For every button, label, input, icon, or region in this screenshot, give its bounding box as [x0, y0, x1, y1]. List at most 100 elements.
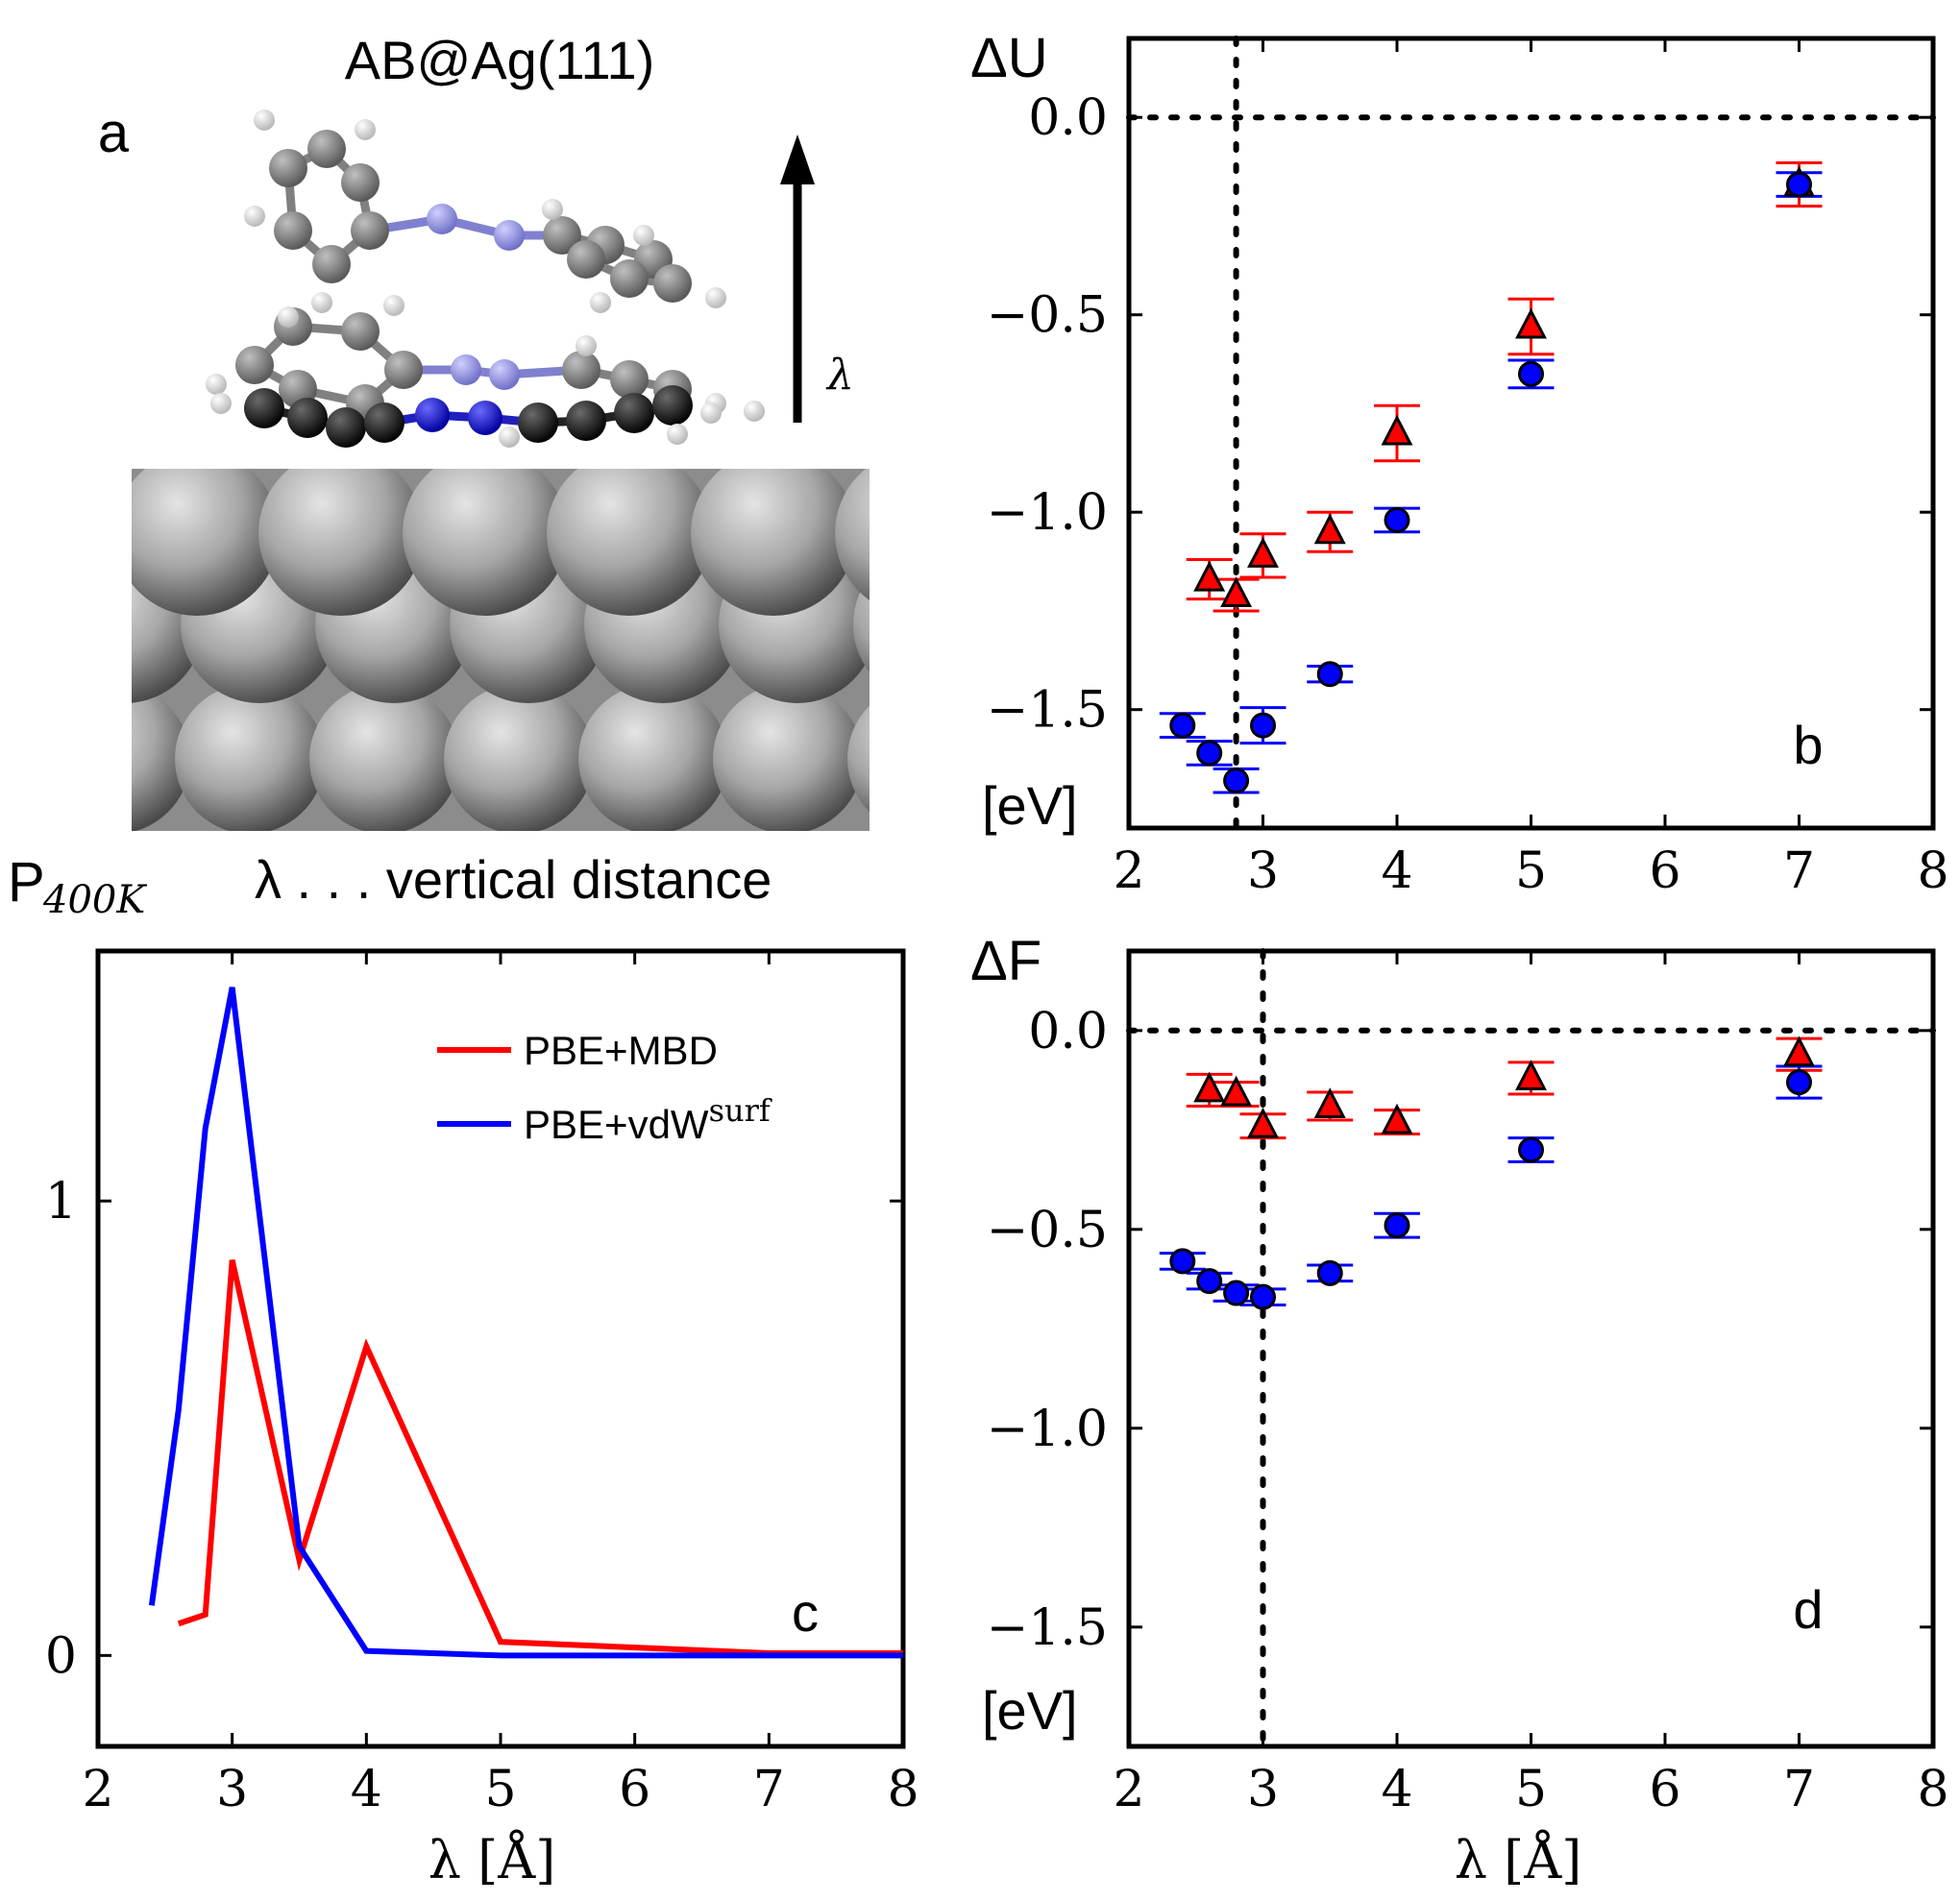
data-point-vdw [1169, 712, 1196, 739]
x-tick-label: 2 [1113, 842, 1144, 900]
x-tick-label: 2 [1113, 1761, 1144, 1818]
x-tick-label: 3 [1247, 842, 1279, 900]
lower-molecule-atom [210, 393, 232, 414]
data-point-mbd [1247, 1107, 1279, 1138]
data-point-vdw [1518, 1136, 1544, 1163]
upper-molecule-atom [307, 130, 346, 168]
silver-atom-row1 [403, 469, 568, 616]
y-tick-label: −1.5 [987, 1599, 1108, 1657]
x-tick-label: 7 [753, 1761, 785, 1818]
x-tick-label: 5 [1515, 842, 1547, 900]
upper-molecule-atom [427, 204, 457, 234]
legend-label-vdw-superscript: surf [709, 1092, 772, 1129]
silver-atom-row3 [578, 684, 728, 831]
x-tick-label: 6 [619, 1761, 650, 1818]
lower-molecule-atom [468, 401, 502, 435]
lower-molecule-atom [518, 402, 558, 443]
upper-molecule-atom [341, 163, 380, 202]
x-tick-label: 3 [1247, 1761, 1279, 1818]
data-point-vdw [1786, 1069, 1812, 1096]
upper-molecule-atom [590, 292, 611, 313]
silver-atom-row3 [309, 684, 459, 831]
x-tick-label: 8 [1917, 1761, 1948, 1818]
upper-molecule-atom [610, 259, 649, 298]
lower-molecule-atom [652, 385, 693, 426]
legend: PBE+MBD PBE+vdWsurf [437, 1028, 772, 1147]
y-tick-label: −0.5 [987, 287, 1108, 345]
plot-frame-b [1126, 36, 1936, 831]
x-tick-label: 8 [887, 1761, 919, 1818]
y-tick-label: 0 [45, 1627, 77, 1685]
data-point-vdw [1169, 1248, 1196, 1275]
x-tick-label: 6 [1649, 842, 1680, 900]
upper-molecule-atom [311, 292, 332, 313]
data-point-mbd [1515, 307, 1547, 339]
x-tick-label: 8 [1917, 842, 1948, 900]
silver-atom-row3 [132, 685, 190, 831]
data-point-mbd [1381, 1103, 1413, 1134]
data-point-mbd [1313, 1087, 1346, 1118]
x-tick-label: 6 [1649, 1761, 1680, 1818]
upper-molecule-atom [206, 374, 227, 395]
silver-atom-row3 [175, 684, 325, 831]
y-tick-label: −1.0 [987, 484, 1108, 542]
data-point-vdw [1223, 1280, 1250, 1306]
upper-molecule-atom [576, 335, 597, 356]
panel-b: 2 3 4 5 6 7 8 0.0 −0.5 −1.0 −1.5 ΔU [eV] b [970, 27, 1949, 900]
silver-atom-row3 [847, 705, 870, 813]
data-point-mbd [1783, 1036, 1815, 1067]
panel-c: 2 3 4 5 6 7 8 0 1 P 400K c λ [Å] PBE+MBD PBE+vdW… [8, 851, 919, 1890]
arrow-lambda-label: λ [825, 351, 854, 400]
upper-molecule-atom [341, 312, 380, 351]
silver-atom-row3 [713, 684, 863, 831]
molecule-upper [206, 110, 726, 423]
data-point-vdw [1196, 1268, 1223, 1295]
data-point-mbd [1247, 537, 1279, 568]
upper-molecule-atom [494, 220, 525, 251]
lower-molecule-atom [744, 401, 765, 422]
panel-c-letter: c [792, 1582, 819, 1643]
upper-molecule-atom [274, 211, 312, 250]
molecule-lower [210, 385, 765, 448]
silver-atom-row2 [853, 576, 870, 672]
lower-molecule-atom [415, 398, 450, 432]
panel-d-ylabel: ΔF [970, 930, 1041, 992]
legend-label-vdw: PBE+vdWsurf [524, 1092, 772, 1147]
lower-molecule-atom [667, 424, 688, 445]
panel-a-caption: λ . . . vertical distance [255, 849, 772, 910]
series-line-vdw [148, 987, 903, 1659]
data-point-vdw [1250, 712, 1276, 739]
upper-molecule-atom [705, 287, 726, 308]
y-tick-label: −0.5 [987, 1202, 1108, 1259]
data-point-mbd [1381, 414, 1413, 446]
data-point-vdw [1250, 1283, 1276, 1310]
upper-molecule-atom [633, 225, 654, 246]
panel-b-letter: b [1793, 715, 1823, 775]
y-tick-label: −1.0 [987, 1401, 1108, 1458]
x-tick-label: 4 [1381, 1761, 1412, 1818]
upper-molecule-atom [543, 216, 581, 255]
panel-c-ylabel: P [8, 851, 45, 914]
lower-molecule-atom [326, 407, 366, 448]
x-tick-label: 5 [1515, 1761, 1547, 1818]
panel-d-xlabel: λ [Å] [1455, 1828, 1582, 1890]
data-point-vdw [1316, 1259, 1343, 1286]
panel-a-letter: a [98, 102, 130, 164]
upper-molecule-atom [653, 264, 692, 303]
legend-label-vdw-main: PBE+vdW [524, 1102, 709, 1147]
panel-a: AB@Ag(111) a λ λ . . . vertical distance [98, 30, 870, 910]
upper-molecule-atom [278, 306, 299, 328]
silver-atom-row1 [258, 469, 424, 616]
y-tick-label: 0.0 [1028, 89, 1108, 147]
lower-molecule-atom [364, 402, 404, 443]
lower-molecule-atom [700, 402, 722, 424]
data-point-vdw [1196, 740, 1223, 767]
upper-molecule-atom [542, 199, 563, 220]
data-point-vdw [1786, 171, 1812, 198]
panel-b-unit-label: [eV] [982, 775, 1078, 836]
panel-b-ylabel: ΔU [970, 27, 1048, 89]
panel-a-title: AB@Ag(111) [345, 30, 654, 90]
silver-atom-row3 [444, 684, 594, 831]
data-point-vdw [1384, 1212, 1410, 1239]
upper-molecule-atom [562, 351, 600, 389]
